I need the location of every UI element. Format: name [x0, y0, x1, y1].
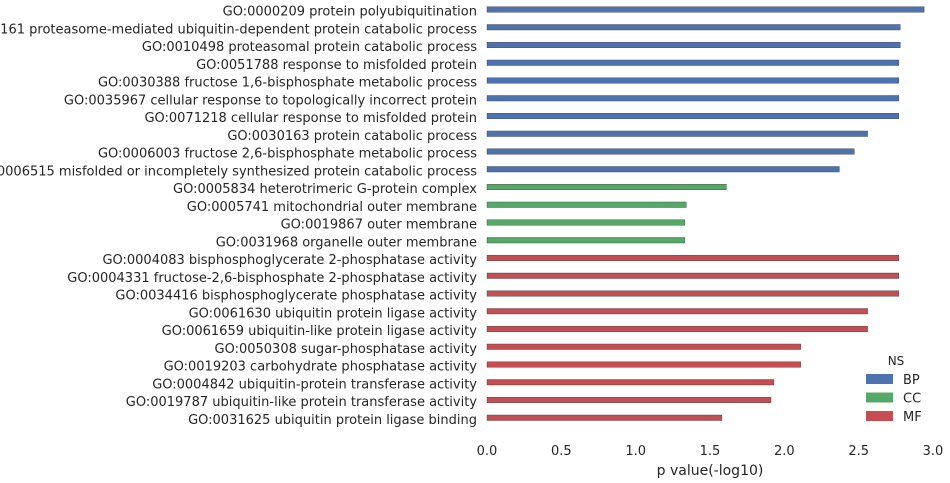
legend-items: BP CC MF: [866, 373, 922, 425]
bars-layer: [486, 6, 925, 421]
bar-cc-10: [486, 184, 727, 190]
category-label-4: GO:0030388 fructose 1,6-bisphosphate met…: [98, 76, 477, 91]
bar-mf-16: [486, 290, 900, 297]
legend-label-cc: CC: [903, 392, 921, 407]
bar-bp-7: [486, 130, 868, 137]
category-label-1: GO:0043161 proteasome-mediated ubiquitin…: [0, 22, 477, 37]
bar-mf-15: [486, 272, 900, 279]
bar-bp-8: [486, 148, 855, 155]
category-label-20: GO:0019203 carbohydrate phosphatase acti…: [164, 360, 478, 375]
bar-bp-0: [486, 6, 925, 13]
bar-cc-11: [486, 201, 687, 208]
bar-mf-18: [486, 326, 868, 332]
bar-bp-5: [486, 95, 900, 102]
legend-label-mf: MF: [903, 410, 922, 425]
category-label-5: GO:0035967 cellular response to topologi…: [64, 93, 477, 108]
x-tick-label-5: 2.5: [848, 444, 869, 459]
bar-bp-3: [486, 59, 900, 66]
bar-bp-2: [486, 42, 901, 48]
category-label-22: GO:0019787 ubiquitin-like protein transf…: [126, 395, 478, 410]
bar-mf-14: [486, 255, 900, 261]
category-label-2: GO:0010498 proteasomal protein catabolic…: [142, 40, 477, 55]
category-label-23: GO:0031625 ubiquitin protein ligase bind…: [188, 413, 477, 428]
category-labels: GO:0000209 protein polyubiquitination GO:…: [0, 5, 477, 428]
category-label-3: GO:0051788 response to misfolded protein: [196, 58, 477, 73]
x-axis-ticks: 0.0 0.5 1.0 1.5 2.0 2.5 3.0: [477, 444, 944, 459]
bar-bp-4: [486, 77, 900, 84]
category-label-8: GO:0006003 fructose 2,6-bisphosphate met…: [98, 147, 477, 162]
category-label-12: GO:0019867 outer membrane: [281, 218, 477, 233]
x-tick-label-2: 1.0: [625, 444, 646, 459]
bar-bp-9: [486, 166, 840, 173]
category-label-15: GO:0004331 fructose-2,6-bisphosphate 2-p…: [67, 271, 477, 286]
category-label-17: GO:0061630 ubiquitin protein ligase acti…: [189, 306, 478, 321]
legend-title: NS: [888, 354, 905, 368]
bar-cc-12: [486, 219, 685, 226]
legend: NS BP CC MF: [866, 354, 922, 425]
category-label-18: GO:0061659 ubiquitin-like protein ligase…: [162, 324, 478, 339]
category-label-7: GO:0030163 protein catabolic process: [227, 129, 477, 144]
legend-label-bp: BP: [903, 373, 920, 388]
bar-bp-1: [486, 24, 901, 31]
legend-swatch-bp: [866, 374, 893, 384]
x-axis-title: p value(-log10): [657, 463, 764, 479]
legend-swatch-mf: [866, 411, 893, 421]
category-label-13: GO:0031968 organelle outer membrane: [216, 235, 477, 250]
bar-cc-13: [486, 237, 685, 244]
bar-mf-20: [486, 361, 801, 368]
category-label-21: GO:0004842 ubiquitin-protein transferase…: [152, 377, 477, 392]
category-label-16: GO:0034416 bisphosphoglycerate phosphata…: [115, 289, 477, 304]
x-tick-label-4: 2.0: [774, 444, 795, 459]
category-label-0: GO:0000209 protein polyubiquitination: [223, 5, 477, 20]
category-label-10: GO:0005834 heterotrimeric G-protein comp…: [173, 182, 477, 197]
bar-bp-6: [486, 113, 900, 119]
category-label-9: GO:0006515 misfolded or incompletely syn…: [0, 164, 477, 179]
bar-mf-17: [486, 308, 868, 315]
x-tick-label-6: 3.0: [923, 444, 944, 459]
legend-swatch-cc: [866, 392, 893, 403]
x-tick-label-1: 0.5: [551, 444, 572, 459]
category-label-11: GO:0005741 mitochondrial outer membrane: [187, 200, 477, 215]
bar-mf-19: [486, 343, 801, 350]
x-tick-label-3: 1.5: [700, 444, 721, 459]
bar-mf-21: [486, 379, 775, 386]
bar-mf-23: [486, 414, 723, 421]
x-tick-label-0: 0.0: [477, 444, 498, 459]
category-label-19: GO:0050308 sugar-phosphatase activity: [215, 342, 478, 357]
bar-mf-22: [486, 397, 772, 403]
category-label-14: GO:0004083 bisphosphoglycerate 2-phospha…: [102, 253, 477, 268]
category-label-6: GO:0071218 cellular response to misfolde…: [144, 111, 477, 126]
